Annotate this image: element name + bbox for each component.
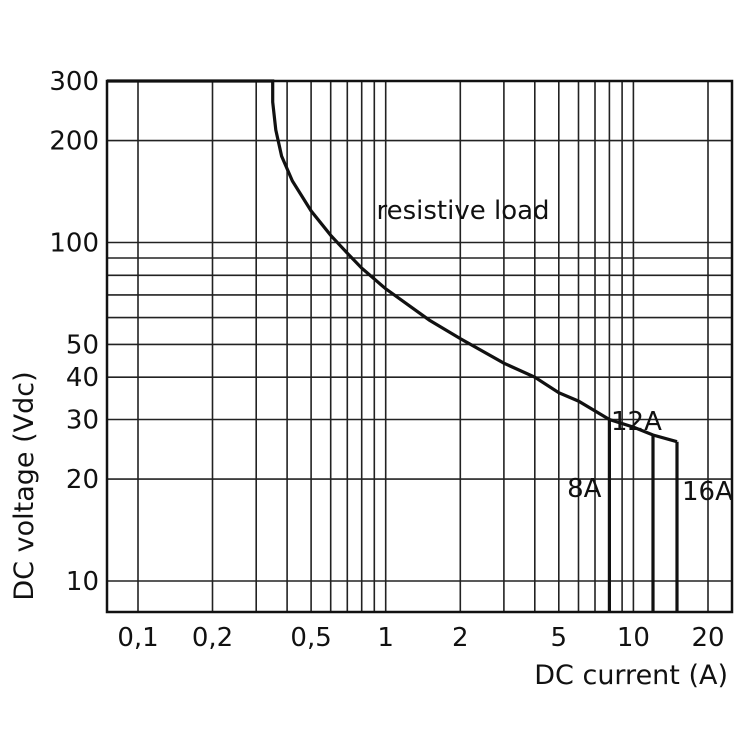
x-tick-label: 0,2 xyxy=(192,623,233,653)
x-tick-label: 20 xyxy=(691,623,724,653)
x-tick-label: 2 xyxy=(452,623,469,653)
load-limit-curve xyxy=(107,79,678,444)
y-tick-label: 40 xyxy=(66,363,99,393)
y-tick-label: 300 xyxy=(49,67,99,97)
x-tick-label: 0,5 xyxy=(290,623,331,653)
y-tick-label: 20 xyxy=(66,465,99,495)
y-tick-label: 100 xyxy=(49,229,99,259)
resistive-load-annotation: resistive load xyxy=(376,196,549,226)
plot-frame xyxy=(105,79,734,614)
y-tick-label: 200 xyxy=(49,127,99,157)
y-tick-label: 10 xyxy=(66,567,99,597)
x-tick-label: 10 xyxy=(617,623,650,653)
current-limit-lines: 8A 12A 16A xyxy=(567,407,733,612)
x-tick-label: 5 xyxy=(551,623,568,653)
grid-lines xyxy=(107,80,732,612)
x-axis-label: DC current (A) xyxy=(534,660,728,691)
limit-label-16a: 16A xyxy=(682,477,733,507)
y-axis-label: DC voltage (Vdc) xyxy=(9,371,40,600)
limit-label-12a: 12A xyxy=(611,407,662,437)
x-tick-labels: 0,1 0,2 0,5 1 2 5 10 20 xyxy=(117,623,724,653)
limit-label-8a: 8A xyxy=(567,474,602,504)
x-tick-label: 1 xyxy=(377,623,394,653)
y-tick-label: 50 xyxy=(66,330,99,360)
x-tick-label: 0,1 xyxy=(117,623,158,653)
y-tick-label: 30 xyxy=(66,406,99,436)
